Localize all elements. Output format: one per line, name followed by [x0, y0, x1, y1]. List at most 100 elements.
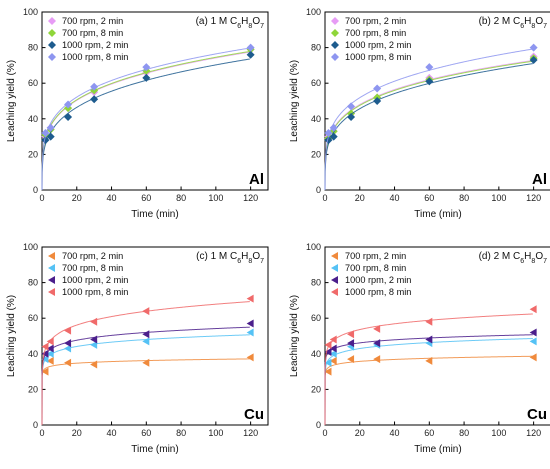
x-tick-label: 120	[243, 193, 258, 203]
panel-label: (d) 2 M C6H8O7	[479, 251, 548, 265]
legend-marker	[48, 252, 55, 260]
y-tick-label: 40	[28, 349, 38, 359]
legend-marker	[331, 288, 338, 296]
panel-label-text: (d) 2 M C	[479, 251, 521, 262]
legend-label: 700 rpm, 8 min	[62, 28, 123, 38]
legend-marker	[331, 41, 339, 49]
data-point	[142, 358, 150, 367]
fit-curve	[41, 358, 250, 426]
x-tick-label: 120	[526, 193, 541, 203]
data-point	[142, 330, 150, 339]
data-point	[64, 326, 72, 335]
chart-panel-1: 0 20 40 60 80 100 120 0 20 40 60 80 100 Time (min) Lea…	[6, 7, 269, 220]
data-point	[425, 317, 433, 326]
x-tick-label: 60	[141, 428, 151, 438]
legend-label: 1000 rpm, 2 min	[345, 40, 411, 50]
data-point	[529, 328, 537, 337]
data-point	[425, 63, 434, 72]
plot-frame	[324, 11, 550, 191]
data-point	[324, 136, 333, 145]
fit-curve	[324, 334, 533, 426]
data-point	[64, 113, 73, 122]
y-tick-label: 20	[28, 384, 38, 394]
legend-marker	[331, 264, 338, 272]
y-tick-label: 20	[311, 149, 321, 159]
chart-panel-2: 0 20 40 60 80 100 120 0 20 40 60 80 100 Time (min) Lea…	[289, 7, 550, 220]
data-point	[324, 129, 333, 138]
legend-label: 1000 rpm, 8 min	[345, 287, 411, 297]
data-point	[373, 97, 382, 105]
data-point	[90, 82, 99, 91]
x-tick-label: 20	[72, 193, 82, 203]
x-axis-label: Time (min)	[131, 209, 178, 220]
panel-label: (b) 2 M C6H8O7	[479, 16, 548, 30]
data-point	[46, 123, 55, 132]
legend-marker	[331, 252, 338, 260]
panel-label-subscript: 6	[237, 258, 241, 265]
data-point	[41, 342, 49, 351]
legend-label: 1000 rpm, 8 min	[62, 287, 128, 297]
data-point	[90, 95, 99, 104]
x-tick-label: 40	[390, 428, 400, 438]
legend-marker	[48, 53, 56, 61]
data-point	[347, 330, 355, 339]
legend-label: 1000 rpm, 8 min	[62, 52, 128, 62]
panel-label-subscript: 6	[520, 23, 524, 30]
y-tick-label: 40	[311, 349, 321, 359]
data-point	[246, 319, 254, 328]
panel-label-text: O	[252, 251, 260, 262]
data-point	[529, 56, 538, 65]
panel-label-subscript: 7	[260, 23, 264, 30]
panel-label-text: O	[535, 16, 543, 27]
y-tick-label: 0	[316, 420, 321, 430]
x-tick-label: 20	[355, 193, 365, 203]
plot-frame	[324, 246, 550, 426]
x-tick-label: 100	[208, 428, 223, 438]
x-tick-label: 80	[459, 428, 469, 438]
data-point	[246, 328, 254, 337]
data-point	[90, 340, 98, 349]
y-tick-label: 0	[33, 185, 38, 195]
data-point	[46, 356, 54, 365]
data-point	[41, 355, 49, 364]
data-point	[324, 348, 332, 357]
panel-label-text: (b) 2 M C	[479, 16, 521, 27]
legend-label: 1000 rpm, 2 min	[62, 275, 128, 285]
panel-label-text: O	[252, 16, 260, 27]
legend-label: 700 rpm, 2 min	[345, 16, 406, 26]
data-point	[142, 73, 151, 82]
x-tick-label: 120	[243, 428, 258, 438]
data-point	[329, 356, 337, 365]
panel-label: (a) 1 M C6H8O7	[196, 16, 265, 30]
fit-curve	[324, 313, 533, 426]
data-point	[347, 355, 355, 364]
data-point	[373, 84, 382, 93]
panel-label-subscript: 6	[237, 23, 241, 30]
legend-label: 700 rpm, 2 min	[62, 251, 123, 261]
legend-label: 700 rpm, 8 min	[345, 263, 406, 273]
x-tick-label: 80	[459, 193, 469, 203]
data-point	[347, 339, 355, 348]
panel-label-subscript: 8	[248, 23, 252, 30]
y-axis-label: Leaching yield (%)	[6, 295, 17, 377]
data-point	[142, 337, 150, 346]
y-axis-label: Leaching yield (%)	[289, 295, 300, 377]
x-tick-label: 100	[208, 193, 223, 203]
y-tick-label: 40	[28, 114, 38, 124]
panel-label-subscript: 7	[260, 258, 264, 265]
legend-label: 1000 rpm, 2 min	[345, 275, 411, 285]
element-label: Al	[249, 171, 264, 188]
x-tick-label: 40	[107, 193, 117, 203]
legend-label: 700 rpm, 8 min	[345, 28, 406, 38]
legend-marker	[48, 29, 56, 37]
data-point	[41, 349, 49, 358]
y-tick-label: 100	[306, 7, 321, 17]
y-tick-label: 60	[311, 313, 321, 323]
y-tick-label: 0	[33, 420, 38, 430]
data-point	[529, 43, 538, 52]
data-point	[329, 123, 338, 132]
chart-panel-3: 0 20 40 60 80 100 120 0 20 40 60 80 100 Time (min) Lea…	[6, 242, 269, 455]
y-axis-label: Leaching yield (%)	[289, 60, 300, 142]
plot-frame	[41, 11, 269, 191]
x-axis-label: Time (min)	[414, 444, 461, 455]
